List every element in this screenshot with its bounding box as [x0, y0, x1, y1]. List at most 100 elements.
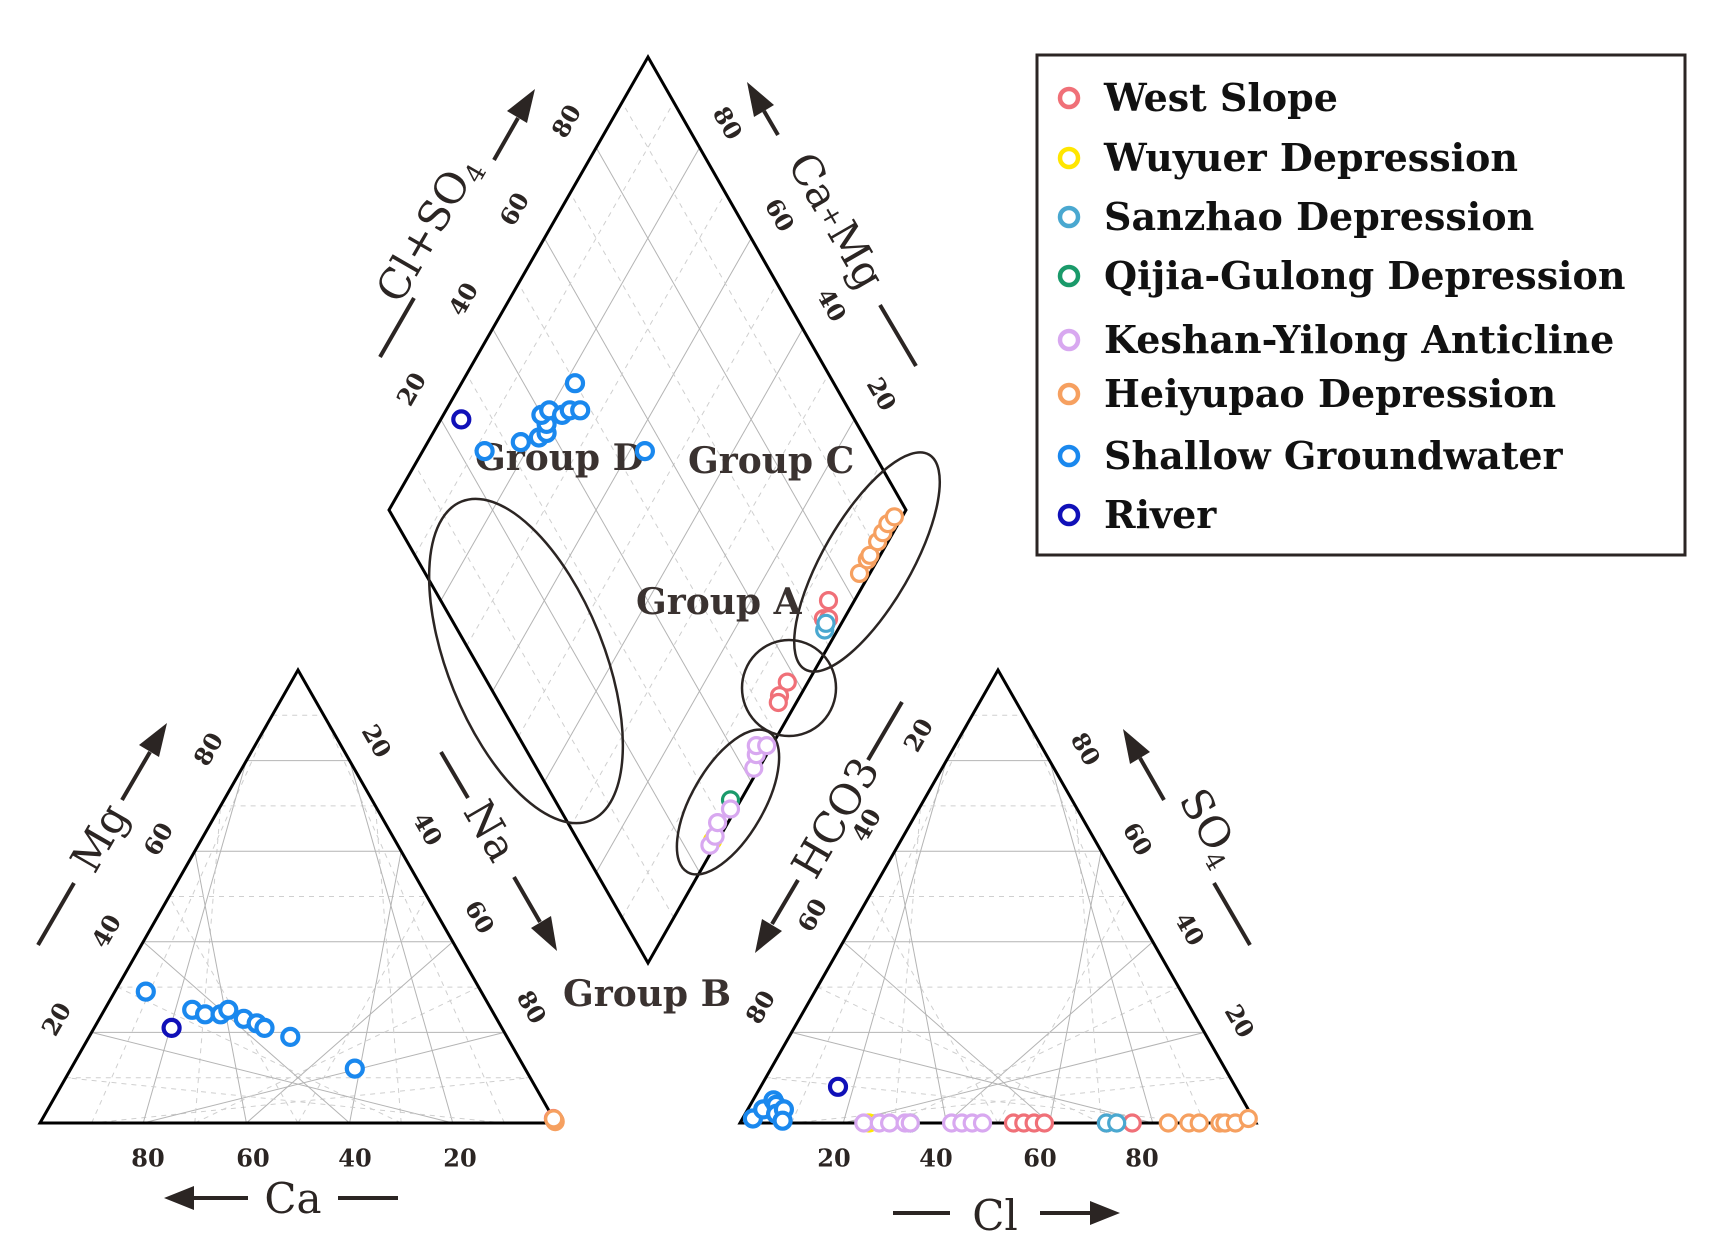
group-c-label: Group C: [688, 440, 854, 482]
tick-camg-2: 60: [759, 193, 801, 236]
tick-ca-1: 60: [236, 1144, 269, 1173]
tick-camg-1: 40: [811, 283, 853, 326]
point-heiyupao-anion-6: [1238, 1108, 1258, 1129]
tick-so4-1: 60: [1117, 817, 1159, 860]
tick-so4-3: 20: [1219, 999, 1261, 1042]
legend-label-shallow: Shallow Groundwater: [1104, 433, 1564, 478]
legend-label-keshan: Keshan-Yilong Anticline: [1104, 317, 1614, 362]
group-d-ellipse: [427, 497, 625, 825]
point-shallow-cation-0: [135, 981, 156, 1002]
tick-ca-3: 20: [443, 1144, 476, 1173]
point-keshan-diamond-2: [707, 812, 728, 833]
point-keshan-anion-8: [972, 1113, 993, 1133]
point-shallow-anion-6: [772, 1110, 793, 1131]
tick-ca-0: 80: [131, 1144, 164, 1173]
legend-marker-keshan: [1057, 328, 1081, 352]
group-d-label: Group D: [475, 437, 644, 479]
point-heiyupao-diamond-6: [884, 507, 905, 527]
tick-na-1: 40: [407, 807, 449, 850]
point-heiyupao-anion-0: [1158, 1113, 1178, 1133]
legend-label-west_slope: West Slope: [1103, 75, 1338, 120]
point-shallow-diamond-1: [510, 432, 531, 453]
group-c-ellipse: [792, 451, 942, 673]
point-shallow-diamond-0: [474, 441, 495, 462]
legend-marker-river: [1057, 503, 1081, 527]
diamond-frame: [387, 53, 908, 967]
point-shallow-cation-9: [344, 1058, 365, 1079]
legend-marker-wuyuer: [1057, 146, 1081, 170]
point-shallow-diamond-9: [570, 400, 591, 421]
tick-cl-3: 80: [1125, 1144, 1158, 1173]
tick-na-0: 20: [356, 719, 398, 762]
legend-box: [1035, 53, 1687, 557]
point-shallow-cation-7: [254, 1017, 275, 1039]
tick-cl-1: 40: [919, 1144, 952, 1173]
point-west_slope-anion-3: [1034, 1113, 1055, 1133]
point-keshan-anion-4: [900, 1113, 920, 1133]
group-b-label: Group B: [563, 973, 731, 1015]
tick-clso4-3: 80: [545, 99, 587, 142]
point-west_slope-anion-5: [1122, 1113, 1142, 1133]
point-shallow-diamond-10: [564, 373, 586, 394]
point-heiyupao-diamond-0: [849, 563, 870, 584]
point-keshan-diamond-7: [757, 735, 777, 756]
tick-camg-3: 80: [707, 101, 749, 144]
axis-label-cl: Cl: [972, 1191, 1018, 1240]
tick-mg-0: 20: [35, 997, 77, 1040]
tick-hco3-2: 60: [791, 893, 833, 936]
tick-camg-0: 20: [861, 372, 903, 415]
point-river-cation-0: [161, 1017, 182, 1039]
group-b-ellipse: [675, 728, 781, 876]
point-shallow-diamond-11: [634, 441, 656, 462]
legend-label-qijia: Qijia-Gulong Depression: [1104, 253, 1626, 298]
tick-mg-1: 40: [85, 909, 127, 952]
tick-clso4-0: 20: [390, 367, 432, 410]
tick-ca-2: 40: [338, 1144, 371, 1173]
axis-arrows: [36, 82, 1252, 1225]
point-west_slope-diamond-3: [818, 590, 839, 611]
point-sanzhao-anion-1: [1107, 1113, 1127, 1133]
legend-marker-sanzhao: [1057, 205, 1081, 229]
tick-hco3-3: 80: [739, 985, 781, 1028]
legend-marker-heiyupao: [1057, 382, 1081, 406]
legend-label-wuyuer: Wuyuer Depression: [1103, 135, 1518, 180]
tick-na-2: 60: [459, 895, 501, 938]
point-heiyupao-anion-2: [1189, 1113, 1209, 1133]
cation-triangle-frame: [37, 666, 559, 1125]
legend-label-sanzhao: Sanzhao Depression: [1104, 194, 1534, 239]
legend: West Slope Wuyuer Depression Sanzhao Depre…: [1035, 53, 1687, 557]
point-shallow-cation-8: [280, 1026, 301, 1048]
point-sanzhao-diamond-1: [816, 613, 836, 633]
tick-na-3: 80: [511, 985, 553, 1028]
tick-cl-2: 60: [1023, 1144, 1056, 1173]
legend-label-river: River: [1104, 492, 1217, 537]
tick-so4-0: 80: [1065, 727, 1107, 770]
axis-label-so4: SO4: [1165, 780, 1252, 876]
data-points: [135, 373, 1258, 1133]
anion-triangle-frame: [737, 666, 1259, 1125]
anion-triangle-grid: [765, 714, 1231, 1123]
legend-marker-west_slope: [1057, 86, 1081, 110]
legend-marker-shallow: [1057, 444, 1081, 468]
diamond-grid: [414, 102, 881, 918]
axis-label-na: Na: [454, 792, 527, 870]
axis-label-mg: Mg: [61, 795, 138, 880]
point-river-anion-0: [827, 1076, 849, 1097]
point-shallow-cation-4: [218, 999, 239, 1020]
tick-cl-0: 20: [817, 1144, 850, 1173]
group-a-label: Group A: [636, 581, 803, 623]
point-west_slope-diamond-2: [768, 692, 788, 713]
legend-marker-qijia: [1057, 264, 1081, 288]
axis-label-ca: Ca: [264, 1174, 321, 1223]
tick-clso4-2: 60: [493, 187, 535, 230]
tick-mg-2: 60: [137, 817, 179, 860]
tick-clso4-1: 40: [442, 277, 484, 320]
legend-label-heiyupao: Heiyupao Depression: [1104, 371, 1556, 416]
point-keshan-anion-0: [854, 1113, 874, 1133]
point-keshan-anion-2: [879, 1113, 900, 1133]
point-river-diamond-0: [451, 409, 472, 430]
point-west_slope-diamond-0: [777, 672, 797, 692]
group-a-ellipse: [740, 638, 838, 738]
point-heiyupao-cation-3: [544, 1109, 564, 1129]
